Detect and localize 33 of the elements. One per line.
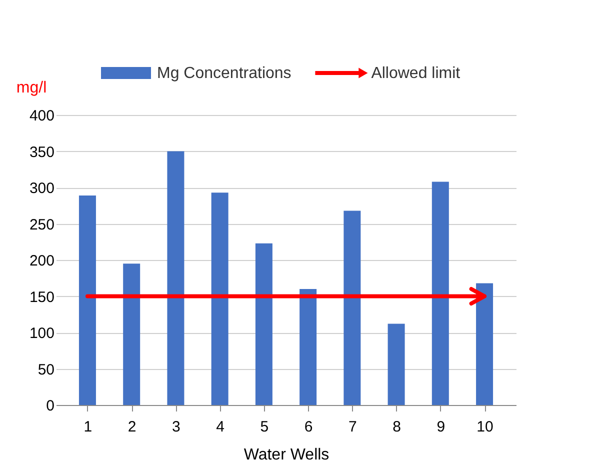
x-tick-label: 10 xyxy=(476,418,494,436)
bar xyxy=(211,192,228,405)
bar xyxy=(167,151,184,405)
x-tick-label: 3 xyxy=(172,418,180,436)
y-tick-label: 250 xyxy=(29,216,54,234)
y-tick-label: 400 xyxy=(29,108,54,124)
bar xyxy=(476,283,494,405)
bar xyxy=(300,289,317,405)
bar xyxy=(123,264,140,405)
x-tick-label: 4 xyxy=(216,418,224,436)
bar xyxy=(388,324,405,405)
x-tick-label: 2 xyxy=(128,418,136,436)
x-axis-title: Water Wells xyxy=(244,446,330,464)
y-tick-label: 100 xyxy=(29,325,54,342)
y-tick-label: 150 xyxy=(29,288,54,306)
bar xyxy=(78,195,96,405)
x-tick-label: 1 xyxy=(84,418,92,436)
bar xyxy=(255,243,272,405)
bar xyxy=(344,210,361,405)
y-tick-label: 50 xyxy=(38,361,54,378)
x-tick-label: 6 xyxy=(304,418,313,436)
y-tick-label: 300 xyxy=(29,180,54,197)
legend-label: Mg Concentrations xyxy=(157,65,292,82)
y-axis-title: mg/l xyxy=(16,80,47,96)
x-tick-label: 5 xyxy=(260,418,269,436)
x-tick-label: 9 xyxy=(436,418,446,436)
bar xyxy=(432,182,449,405)
legend-label: Allowed limit xyxy=(371,65,461,82)
x-tick-label: 7 xyxy=(348,418,357,436)
y-tick-label: 0 xyxy=(46,398,54,414)
y-tick-label: 350 xyxy=(29,144,54,161)
x-tick-label: 8 xyxy=(392,418,401,436)
y-tick-label: 200 xyxy=(29,252,54,270)
